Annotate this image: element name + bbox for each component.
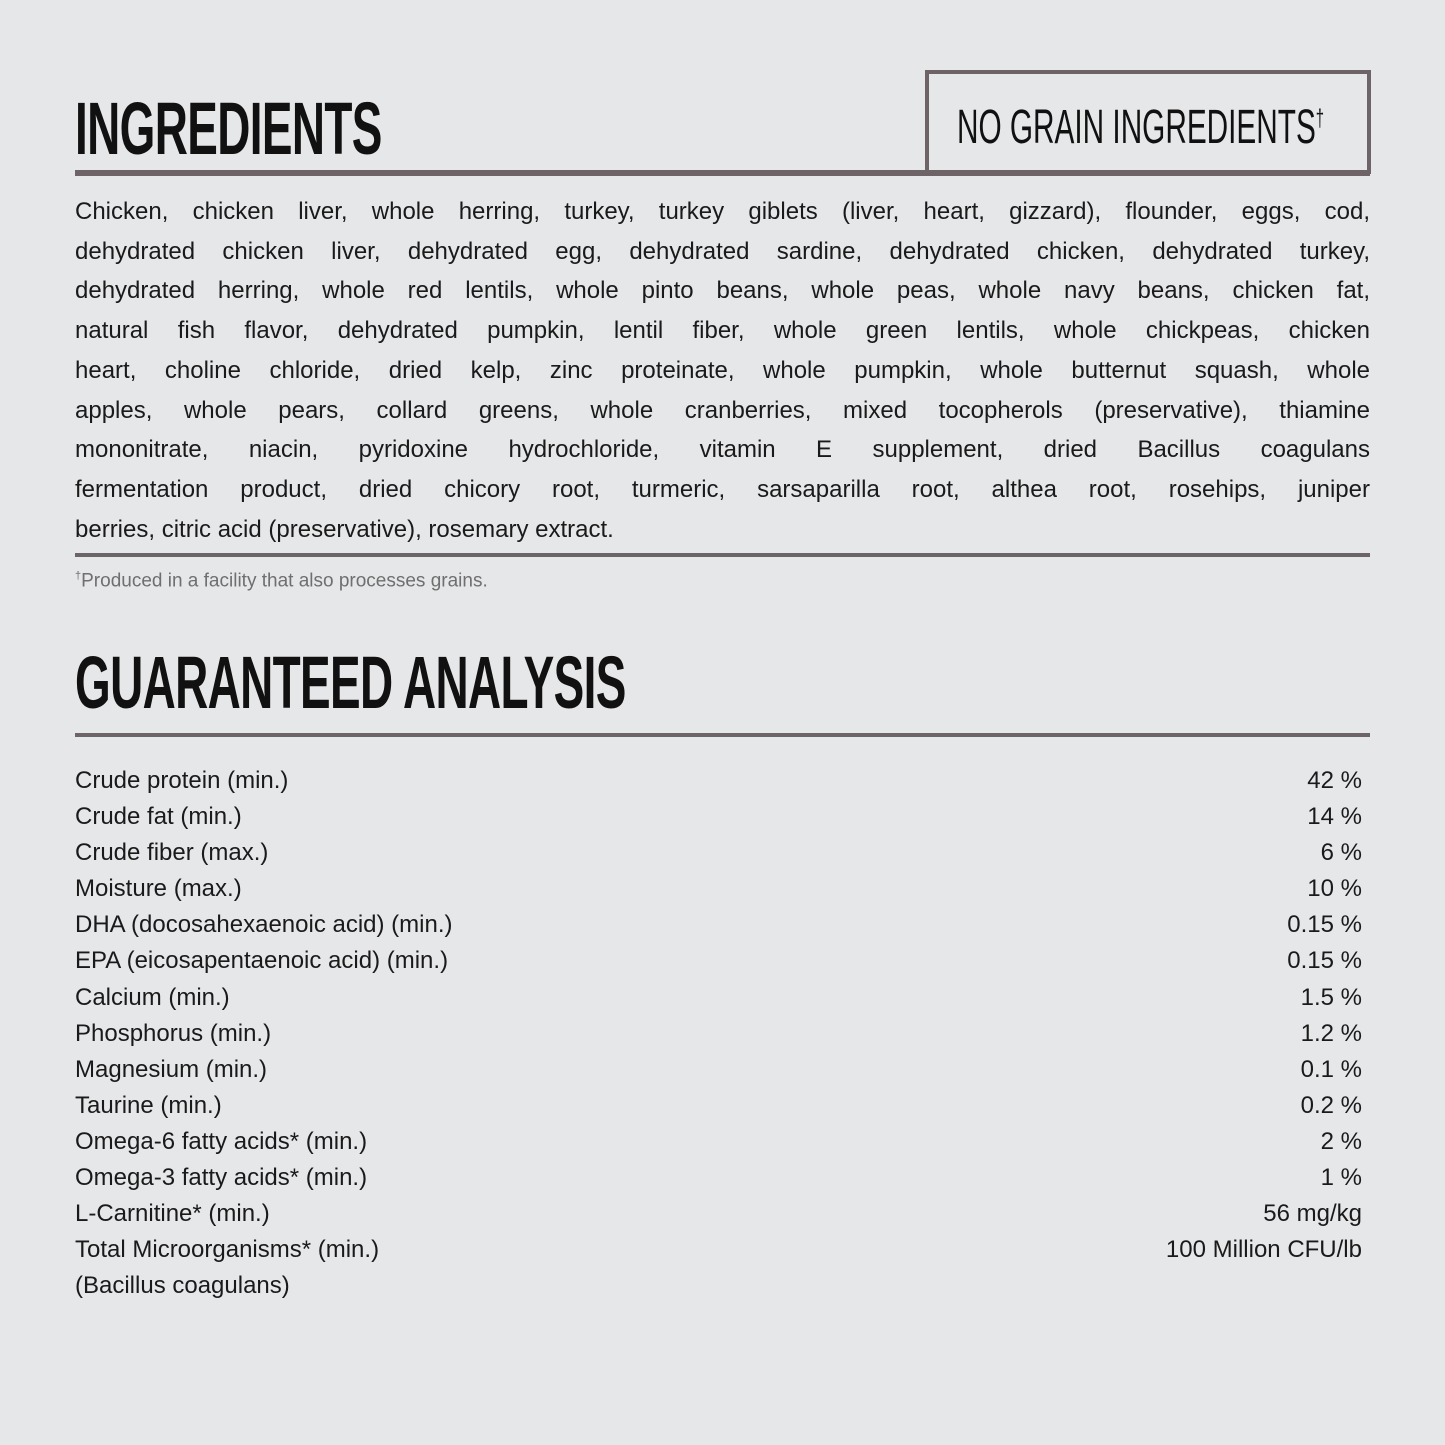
analysis-value: 1 % <box>1320 1164 1362 1192</box>
analysis-label: Crude fiber (max.) <box>75 839 269 867</box>
analysis-label: Crude protein (min.) <box>75 767 289 794</box>
ingredients-line: apples, whole pears, collard greens, who… <box>75 396 1370 424</box>
analysis-value: 1.2 % <box>1300 1019 1362 1047</box>
analysis-label: L-Carnitine* (min.) <box>75 1200 270 1228</box>
footnote-mark: † <box>75 570 82 582</box>
badge-mark: † <box>1315 105 1325 132</box>
analysis-label: Phosphorus (min.) <box>75 1019 272 1047</box>
ingredients-line: natural fish flavor, dehydrated pumpkin,… <box>75 317 1370 345</box>
analysis-row: Crude fat (min.) 14 % <box>75 799 1362 835</box>
analysis-value: 42 % <box>1307 767 1362 794</box>
analysis-label: EPA (eicosapentaenoic acid) (min.) <box>75 947 449 975</box>
analysis-label: Magnesium (min.) <box>75 1055 268 1083</box>
ingredients-list: Chicken, chicken liver, whole herring, t… <box>75 192 1370 549</box>
analysis-value: 0.1 % <box>1300 1055 1362 1083</box>
ingredients-line: dehydrated herring, whole red lentils, w… <box>75 277 1370 305</box>
badge-text: NO GRAIN INGREDIENTS <box>957 101 1316 154</box>
footnote: †Produced in a facility that also proces… <box>75 570 488 592</box>
analysis-row: Crude fiber (max.) 6 % <box>75 835 1362 871</box>
analysis-value: 100 Million CFU/lb <box>1165 1236 1362 1264</box>
analysis-value: 10 % <box>1307 875 1362 903</box>
analysis-row: DHA (docosahexaenoic acid) (min.) 0.15 % <box>75 907 1362 943</box>
analysis-row: Taurine (min.) 0.2 % <box>75 1088 1362 1124</box>
analysis-value: 6 % <box>1320 839 1362 867</box>
analysis-row: (Bacillus coagulans) <box>75 1268 1362 1304</box>
analysis-rule <box>75 733 1370 737</box>
analysis-heading: GUARANTEED ANALYSIS <box>75 641 626 724</box>
analysis-table: Crude protein (min.) 42 % Crude fat (min.)… <box>75 763 1362 1304</box>
analysis-row: Magnesium (min.) 0.1 % <box>75 1052 1362 1088</box>
ingredients-line: heart, choline chloride, dried kelp, zin… <box>75 356 1370 384</box>
analysis-label: Crude fat (min.) <box>75 803 242 831</box>
ingredients-line: mononitrate, niacin, pyridoxine hydrochl… <box>75 436 1370 464</box>
analysis-row: Crude protein (min.) 42 % <box>75 763 1362 799</box>
ingredients-bottom-rule <box>75 553 1370 557</box>
ingredients-line: Chicken, chicken liver, whole herring, t… <box>75 198 1370 225</box>
analysis-row: L-Carnitine* (min.) 56 mg/kg <box>75 1196 1362 1232</box>
analysis-label: (Bacillus coagulans) <box>75 1272 290 1300</box>
analysis-label: Calcium (min.) <box>75 983 230 1011</box>
ingredients-heading: INGREDIENTS <box>75 87 382 170</box>
analysis-row: Omega-6 fatty acids* (min.) 2 % <box>75 1124 1362 1160</box>
ingredients-line: berries, citric acid (preservative), ros… <box>75 515 614 543</box>
analysis-label: Total Microorganisms* (min.) <box>75 1236 380 1264</box>
analysis-row: Calcium (min.) 1.5 % <box>75 980 1362 1016</box>
ingredients-rule <box>75 170 1370 176</box>
analysis-value: 0.15 % <box>1287 911 1362 939</box>
footnote-text: Produced in a facility that also process… <box>81 570 488 592</box>
analysis-value: 56 mg/kg <box>1263 1200 1362 1228</box>
analysis-value: 1.5 % <box>1300 983 1362 1011</box>
analysis-value: 0.15 % <box>1287 947 1362 975</box>
analysis-row: Omega-3 fatty acids* (min.) 1 % <box>75 1160 1362 1196</box>
analysis-value: 2 % <box>1320 1127 1362 1155</box>
analysis-value: 14 % <box>1307 803 1362 831</box>
analysis-label: Omega-6 fatty acids* (min.) <box>75 1127 368 1155</box>
analysis-label: Omega-3 fatty acids* (min.) <box>75 1164 368 1192</box>
ingredients-line: dehydrated chicken liver, dehydrated egg… <box>75 237 1370 265</box>
analysis-row: Total Microorganisms* (min.) 100 Million … <box>75 1232 1362 1268</box>
ingredients-line: fermentation product, dried chicory root… <box>75 475 1370 503</box>
analysis-row: EPA (eicosapentaenoic acid) (min.) 0.15 % <box>75 943 1362 979</box>
analysis-label: Taurine (min.) <box>75 1091 222 1119</box>
no-grain-badge: NO GRAIN INGREDIENTS† <box>925 70 1371 174</box>
analysis-label: Moisture (max.) <box>75 875 242 903</box>
analysis-value: 0.2 % <box>1300 1091 1362 1119</box>
analysis-row: Phosphorus (min.) 1.2 % <box>75 1016 1362 1052</box>
analysis-label: DHA (docosahexaenoic acid) (min.) <box>75 911 453 939</box>
analysis-row: Moisture (max.) 10 % <box>75 871 1362 907</box>
